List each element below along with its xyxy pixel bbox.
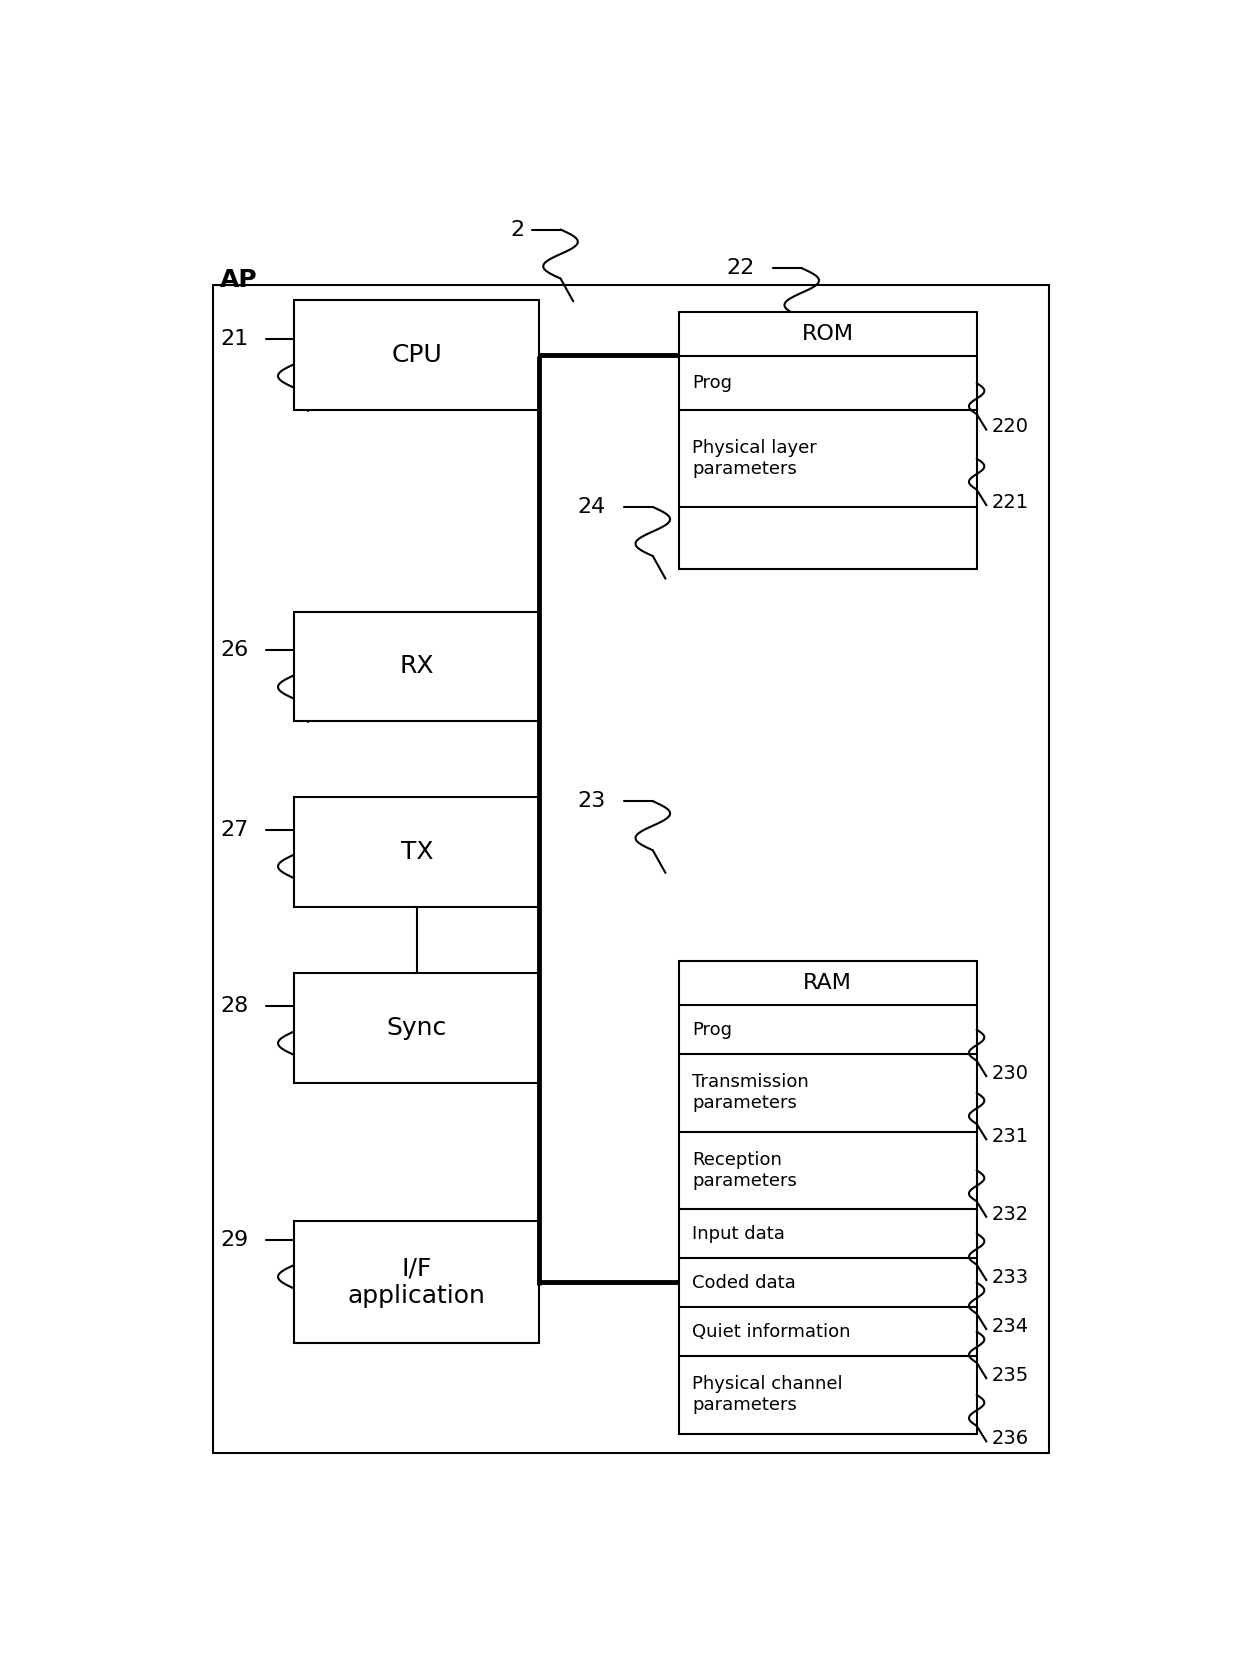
Text: 24: 24 xyxy=(578,498,606,516)
Text: 29: 29 xyxy=(221,1230,248,1250)
FancyBboxPatch shape xyxy=(678,312,977,568)
FancyBboxPatch shape xyxy=(294,798,539,907)
Text: 232: 232 xyxy=(992,1205,1029,1223)
Text: 28: 28 xyxy=(221,997,248,1016)
Text: CPU: CPU xyxy=(392,344,443,367)
Text: Physical channel
parameters: Physical channel parameters xyxy=(692,1376,843,1415)
Text: Prog: Prog xyxy=(692,1021,732,1039)
Text: Quiet information: Quiet information xyxy=(692,1322,851,1341)
Text: AP: AP xyxy=(221,268,258,292)
Text: 230: 230 xyxy=(992,1064,1029,1083)
FancyBboxPatch shape xyxy=(294,612,539,721)
Text: 236: 236 xyxy=(992,1430,1029,1448)
Text: Reception
parameters: Reception parameters xyxy=(692,1151,797,1190)
FancyBboxPatch shape xyxy=(678,962,977,1433)
Text: 221: 221 xyxy=(992,493,1029,511)
Text: Input data: Input data xyxy=(692,1225,785,1242)
Text: 235: 235 xyxy=(992,1366,1029,1384)
Text: 27: 27 xyxy=(221,820,248,840)
Text: 231: 231 xyxy=(992,1128,1029,1146)
Text: Sync: Sync xyxy=(387,1016,446,1039)
FancyBboxPatch shape xyxy=(294,300,539,411)
Text: 22: 22 xyxy=(727,258,755,278)
Text: Prog: Prog xyxy=(692,374,732,392)
Text: 234: 234 xyxy=(992,1317,1029,1336)
Text: 2: 2 xyxy=(511,220,525,240)
Text: I/F
application: I/F application xyxy=(348,1255,486,1307)
Text: 23: 23 xyxy=(578,791,606,811)
Text: TX: TX xyxy=(401,840,433,865)
Text: Physical layer
parameters: Physical layer parameters xyxy=(692,439,817,478)
FancyBboxPatch shape xyxy=(294,1220,539,1342)
Text: 220: 220 xyxy=(992,417,1029,436)
Text: Coded data: Coded data xyxy=(692,1274,796,1292)
Text: 21: 21 xyxy=(221,328,248,349)
Text: 233: 233 xyxy=(992,1269,1029,1287)
FancyBboxPatch shape xyxy=(294,972,539,1083)
Text: RX: RX xyxy=(399,654,434,679)
Text: 26: 26 xyxy=(221,640,248,660)
FancyBboxPatch shape xyxy=(213,285,1049,1453)
Text: RAM: RAM xyxy=(804,974,852,994)
Text: Transmission
parameters: Transmission parameters xyxy=(692,1073,808,1113)
Text: ROM: ROM xyxy=(802,323,853,344)
